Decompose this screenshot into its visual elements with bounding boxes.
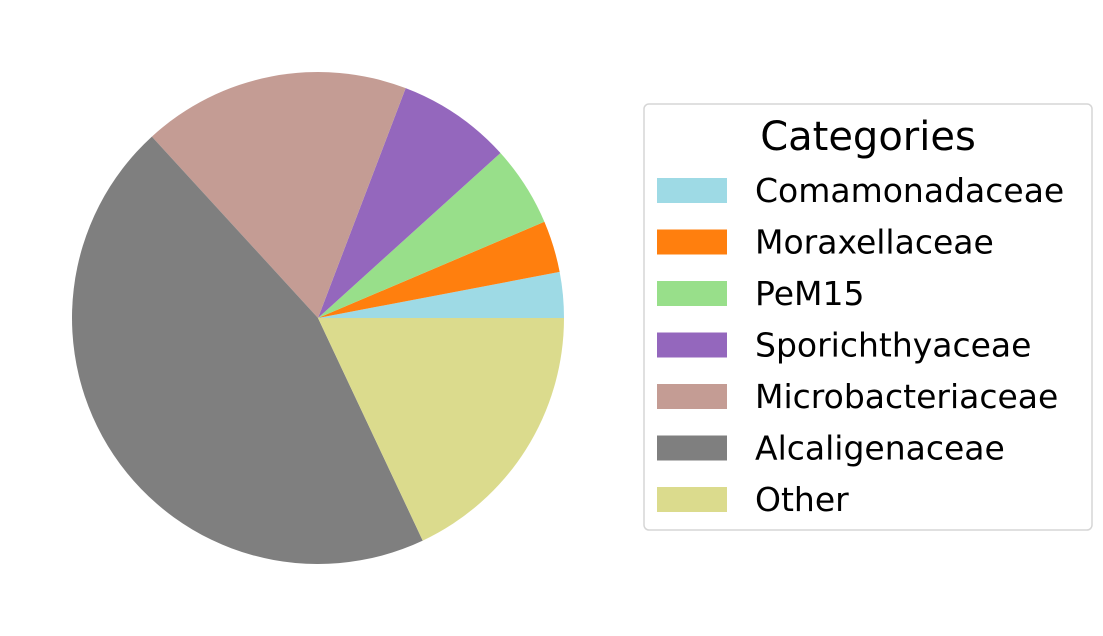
legend-label: Microbacteriaceae bbox=[755, 377, 1058, 416]
legend-label: Moraxellaceae bbox=[755, 223, 994, 262]
legend-label: Alcaligenaceae bbox=[755, 429, 1005, 468]
pie-slice-comamonadaceae bbox=[318, 271, 564, 318]
legend-swatch bbox=[657, 229, 727, 255]
legend-item: Other bbox=[657, 480, 849, 519]
pie-slice-microbacteriaceae bbox=[151, 72, 406, 318]
legend-label: Comamonadaceae bbox=[755, 171, 1064, 210]
legend-frame bbox=[643, 103, 1093, 531]
legend-item: Microbacteriaceae bbox=[657, 377, 1058, 416]
legend-swatch bbox=[657, 435, 727, 461]
legend-swatch bbox=[657, 178, 727, 203]
legend-title: Categories bbox=[760, 114, 976, 160]
legend: Categories Comamonadaceae Moraxellaceae Pe… bbox=[643, 103, 1093, 531]
legend-label: PeM15 bbox=[755, 274, 865, 313]
legend-swatch bbox=[657, 281, 727, 306]
legend-item: PeM15 bbox=[657, 274, 865, 313]
pie-slice-sporichthyaceae bbox=[318, 88, 501, 318]
pie-slice-pem15 bbox=[318, 153, 545, 318]
pie-slice-alcaligenaceae bbox=[72, 136, 423, 564]
legend-swatch bbox=[657, 384, 727, 409]
legend-swatch bbox=[657, 487, 727, 512]
pie-slices bbox=[72, 72, 564, 564]
legend-items: Comamonadaceae Moraxellaceae PeM15 Sporicht… bbox=[657, 171, 1064, 519]
pie-slice-other bbox=[318, 318, 564, 541]
legend-item: Comamonadaceae bbox=[657, 171, 1064, 210]
pie-slice-moraxellaceae bbox=[318, 221, 560, 318]
legend-item: Moraxellaceae bbox=[657, 223, 994, 262]
legend-item: Sporichthyaceae bbox=[657, 326, 1031, 365]
legend-label: Sporichthyaceae bbox=[755, 326, 1031, 365]
legend-label: Other bbox=[755, 480, 849, 519]
legend-item: Alcaligenaceae bbox=[657, 429, 1005, 468]
legend-swatch bbox=[657, 332, 727, 358]
